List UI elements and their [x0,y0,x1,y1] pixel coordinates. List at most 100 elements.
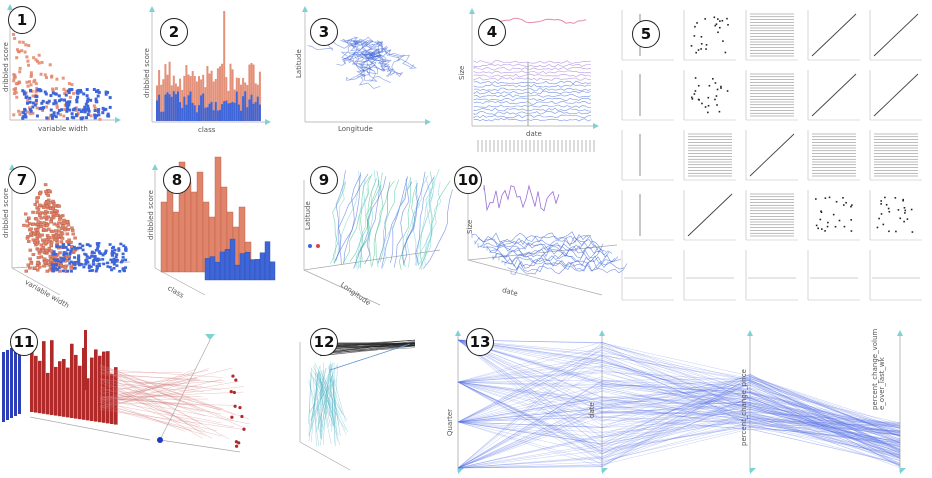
scatter-point [51,216,56,220]
polyline [457,359,901,433]
polyline [457,339,901,464]
scatter-point [38,107,42,111]
bar [189,91,192,121]
panel-number-badge: 2 [160,18,188,46]
panel-5-scatter-matrix[interactable]: 5 [612,4,930,312]
trajectory-line [374,180,395,268]
point-marker [229,390,233,394]
series-line [473,114,592,119]
polyline [457,382,901,469]
polyline [457,421,901,469]
scatter-point [26,59,30,63]
scatter-point [57,94,61,98]
scatter-point [97,108,101,112]
link-line [99,396,203,398]
link-line [99,378,197,411]
scatter-point [43,215,47,219]
cell-point [698,99,700,101]
panel-7-scatter-3d[interactable]: 7 dribbled score variable width [0,150,135,310]
axis-arrow-handle [900,468,906,474]
scatter-point [21,116,25,120]
scatter-point [52,263,56,267]
bar [240,84,242,121]
scatter-point [95,267,99,271]
bar [193,105,196,121]
panel-number-badge: 4 [478,18,506,46]
x-axis-line [467,259,603,296]
bar [229,238,236,281]
bar [14,346,17,416]
panel-8-bar-3d[interactable]: 8 dribbled score class [145,150,285,310]
polyline [457,415,901,459]
cell-point [887,207,890,210]
scatter-point [68,95,72,99]
scatter-point [85,116,89,120]
bar [168,94,171,121]
scatter-point [42,221,46,225]
scatter-point [36,220,41,224]
bar [250,94,253,121]
x-axis-line [154,267,206,296]
scatter-point [76,111,80,115]
bar [227,103,230,121]
polyline [457,379,901,439]
scatter-point [55,263,59,266]
axis-arrow-handle [205,334,215,340]
scatter-point [24,96,28,100]
scatter-point [45,204,49,208]
polyline [457,339,901,443]
polyline [457,344,901,429]
polyline [457,381,901,469]
scatter-point [23,212,28,216]
bar [162,79,165,121]
cell-point [701,102,703,105]
cell-point [820,211,823,214]
cell-point [850,205,852,208]
panel-11-linked-3d[interactable]: 11 [0,322,290,478]
polyline [457,381,901,445]
scatter-point [108,105,112,109]
panel-13-parallel-coordinates[interactable]: 13 Quarter date percent_change_price per… [440,322,932,478]
bar [240,110,242,121]
trajectory-line [342,53,358,66]
scatter-point [34,94,38,98]
scatter-point [67,101,71,105]
panel-10-timeseries-3d[interactable]: 10 Size date [452,160,628,310]
link-line [331,369,346,423]
scatter-point [75,100,79,104]
trajectory-line [403,182,419,264]
scatter-point [81,108,85,112]
scatter-point [70,226,74,230]
series-line [473,77,592,81]
cell-point [707,96,710,99]
cell-point [693,35,696,37]
panel-1-scatter[interactable]: 1 dribbled score variable width [0,0,125,140]
link-line [99,395,251,425]
scatter-point [26,110,30,114]
cell-point [695,51,697,54]
scatter-point [44,238,49,242]
scatter-point [121,252,125,256]
scatter-point [23,91,27,95]
x-axis-label: Longitude [338,125,373,133]
polyline [457,339,901,453]
series-line [473,66,592,71]
trajectory-line [329,181,346,265]
scatter-point [45,200,50,204]
panel-3-trajectories[interactable]: 3 Latitude Longitude [290,0,431,140]
panel-12-linked-lines[interactable]: 12 [290,322,430,478]
cell-point [714,98,716,101]
panel-number-badge: 13 [466,328,494,356]
panel-9-trajectories-3d[interactable]: 9 Latitude Longitude [290,150,453,310]
scatter-point [65,240,70,244]
bar [166,92,169,121]
scatter-point [60,236,65,240]
scatter-point [13,74,17,78]
panel-2-bar[interactable]: 2 dribbled score class [140,0,271,140]
scatter-point [72,261,76,265]
series-line [473,107,592,112]
panel-4-timeseries[interactable]: 4 Size date [448,0,599,160]
scatter-point [68,262,72,265]
cell-point [824,230,826,232]
bar [181,89,184,121]
